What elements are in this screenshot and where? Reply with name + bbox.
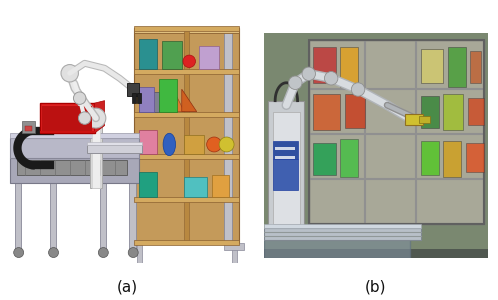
- Bar: [129, 180, 135, 250]
- Bar: [127, 83, 139, 96]
- Bar: [139, 130, 157, 154]
- Circle shape: [79, 112, 91, 124]
- Bar: [139, 39, 157, 69]
- Circle shape: [74, 92, 86, 104]
- Bar: [309, 40, 484, 224]
- Bar: [22, 121, 35, 133]
- Bar: [212, 175, 229, 197]
- Bar: [232, 240, 237, 262]
- Circle shape: [183, 55, 195, 68]
- Bar: [224, 243, 244, 250]
- Bar: [264, 228, 421, 240]
- Bar: [10, 158, 139, 183]
- Bar: [273, 159, 298, 190]
- Bar: [10, 133, 139, 138]
- Bar: [264, 249, 488, 257]
- Bar: [100, 180, 106, 250]
- Bar: [448, 47, 466, 87]
- Bar: [421, 96, 439, 128]
- Bar: [405, 114, 423, 125]
- Bar: [273, 112, 300, 224]
- Text: (a): (a): [117, 279, 137, 294]
- Bar: [443, 94, 463, 130]
- Bar: [345, 94, 365, 128]
- Circle shape: [351, 83, 365, 96]
- Bar: [132, 93, 136, 103]
- Bar: [92, 118, 100, 188]
- Bar: [275, 156, 295, 159]
- Bar: [40, 130, 95, 133]
- Bar: [273, 141, 298, 159]
- Bar: [134, 26, 239, 31]
- Bar: [268, 101, 304, 235]
- Bar: [159, 79, 177, 112]
- Circle shape: [61, 64, 79, 82]
- Bar: [139, 87, 154, 112]
- Bar: [421, 141, 439, 175]
- Bar: [42, 106, 92, 130]
- Bar: [264, 224, 421, 228]
- Bar: [25, 125, 32, 130]
- Circle shape: [207, 137, 222, 152]
- Bar: [313, 94, 340, 130]
- Bar: [199, 46, 219, 69]
- Bar: [134, 154, 239, 159]
- Bar: [87, 142, 142, 146]
- Bar: [87, 146, 142, 153]
- Bar: [134, 28, 239, 243]
- Bar: [10, 138, 139, 158]
- Bar: [421, 49, 443, 83]
- Bar: [309, 40, 484, 224]
- Bar: [17, 160, 127, 175]
- Bar: [134, 197, 239, 202]
- Bar: [224, 28, 232, 243]
- Polygon shape: [182, 89, 197, 112]
- Circle shape: [302, 67, 316, 80]
- Bar: [50, 180, 56, 250]
- Circle shape: [325, 71, 338, 85]
- Bar: [313, 143, 336, 175]
- Bar: [137, 93, 141, 103]
- Bar: [139, 172, 157, 197]
- Circle shape: [86, 108, 106, 128]
- Bar: [468, 98, 484, 125]
- Text: (b): (b): [365, 279, 387, 294]
- Bar: [340, 139, 358, 177]
- Circle shape: [289, 76, 302, 89]
- Bar: [340, 47, 358, 87]
- Polygon shape: [164, 92, 184, 112]
- Bar: [40, 103, 95, 133]
- Bar: [264, 237, 409, 257]
- Bar: [184, 177, 207, 197]
- Bar: [15, 180, 21, 250]
- Bar: [137, 240, 142, 262]
- Bar: [184, 28, 189, 243]
- Bar: [134, 112, 239, 117]
- Bar: [134, 28, 239, 33]
- Circle shape: [99, 248, 109, 257]
- Circle shape: [49, 248, 59, 257]
- Circle shape: [128, 248, 138, 257]
- Bar: [275, 147, 295, 150]
- Circle shape: [14, 248, 24, 257]
- Polygon shape: [95, 100, 105, 133]
- Bar: [466, 143, 484, 172]
- Bar: [470, 51, 481, 83]
- Bar: [184, 134, 204, 154]
- Bar: [313, 47, 336, 83]
- Ellipse shape: [163, 133, 176, 156]
- Bar: [90, 118, 102, 188]
- Circle shape: [219, 137, 234, 152]
- Bar: [134, 69, 239, 74]
- Bar: [134, 240, 239, 245]
- Bar: [443, 141, 461, 177]
- Bar: [162, 41, 182, 69]
- Bar: [418, 116, 430, 123]
- Bar: [139, 92, 159, 112]
